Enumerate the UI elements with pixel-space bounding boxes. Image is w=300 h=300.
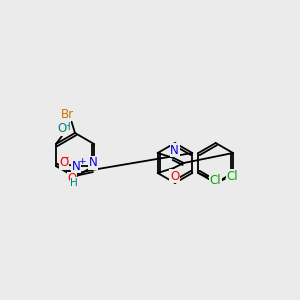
Text: O: O bbox=[59, 157, 69, 169]
Text: Cl: Cl bbox=[227, 169, 239, 182]
Text: O: O bbox=[170, 169, 179, 182]
Text: −: − bbox=[61, 153, 69, 163]
Text: N: N bbox=[72, 160, 80, 172]
Text: H: H bbox=[70, 178, 78, 188]
Text: O: O bbox=[68, 172, 77, 185]
Text: N: N bbox=[170, 143, 179, 157]
Text: +: + bbox=[78, 157, 86, 166]
Text: N: N bbox=[88, 157, 97, 169]
Text: Cl: Cl bbox=[209, 173, 221, 187]
Text: H: H bbox=[63, 122, 71, 132]
Text: O: O bbox=[57, 122, 67, 136]
Text: Br: Br bbox=[60, 107, 74, 121]
